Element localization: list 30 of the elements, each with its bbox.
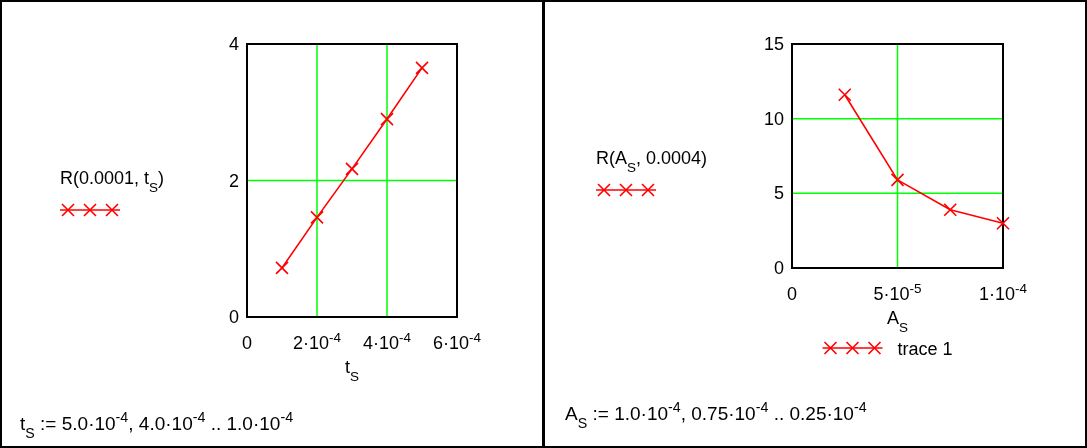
x-tick-label: 4·10$^{-4}$ [362,329,412,353]
point [943,202,958,217]
x-tick-label: 1·10$^{-4}$ [978,280,1028,304]
x-tick-label: 6·10$^{-4}$ [432,329,482,353]
legend-label: trace 1 [897,339,953,359]
text: A$_{S}$ := 1.0·10$^{-4}$, 0.75·10$^{-4}$ .. 0.25·10$^{-4}$ [565,399,867,431]
point [890,173,905,187]
point [345,162,359,176]
y-tick-label: 4 [228,34,239,54]
x-axis-title: A$_{S}$ [886,308,909,335]
point [310,210,324,225]
y-tick-label: 0 [228,307,239,327]
y-tick-label: 2 [228,170,239,191]
y-tick-label: 10 [763,108,784,129]
text: t$_{S}$ := 5.0·10$^{-4}$, 4.0·10$^{-4}$ .. 1.0·10$^{-4}$ [20,409,294,441]
x-tick-label: 2·10$^{-4}$ [292,329,342,353]
point [380,112,394,126]
point [415,61,429,75]
x-tick-label: 0 [241,333,253,353]
y-axis-title: R(A$_{S}$, 0.0004) [596,148,708,175]
x-tick-label: 0 [786,284,798,304]
y-tick-label: 5 [773,183,784,204]
y-tick-label: 0 [773,258,784,278]
y-tick-label: 15 [763,34,784,54]
point [837,87,852,102]
y-axis-title: R(0.0001, t$_{S}$) [60,168,165,195]
point [996,216,1010,230]
x-tick-label: 5·10$^{-5}$ [873,280,922,304]
point [275,261,289,275]
x-axis-title: t$_{S}$ [344,357,360,384]
